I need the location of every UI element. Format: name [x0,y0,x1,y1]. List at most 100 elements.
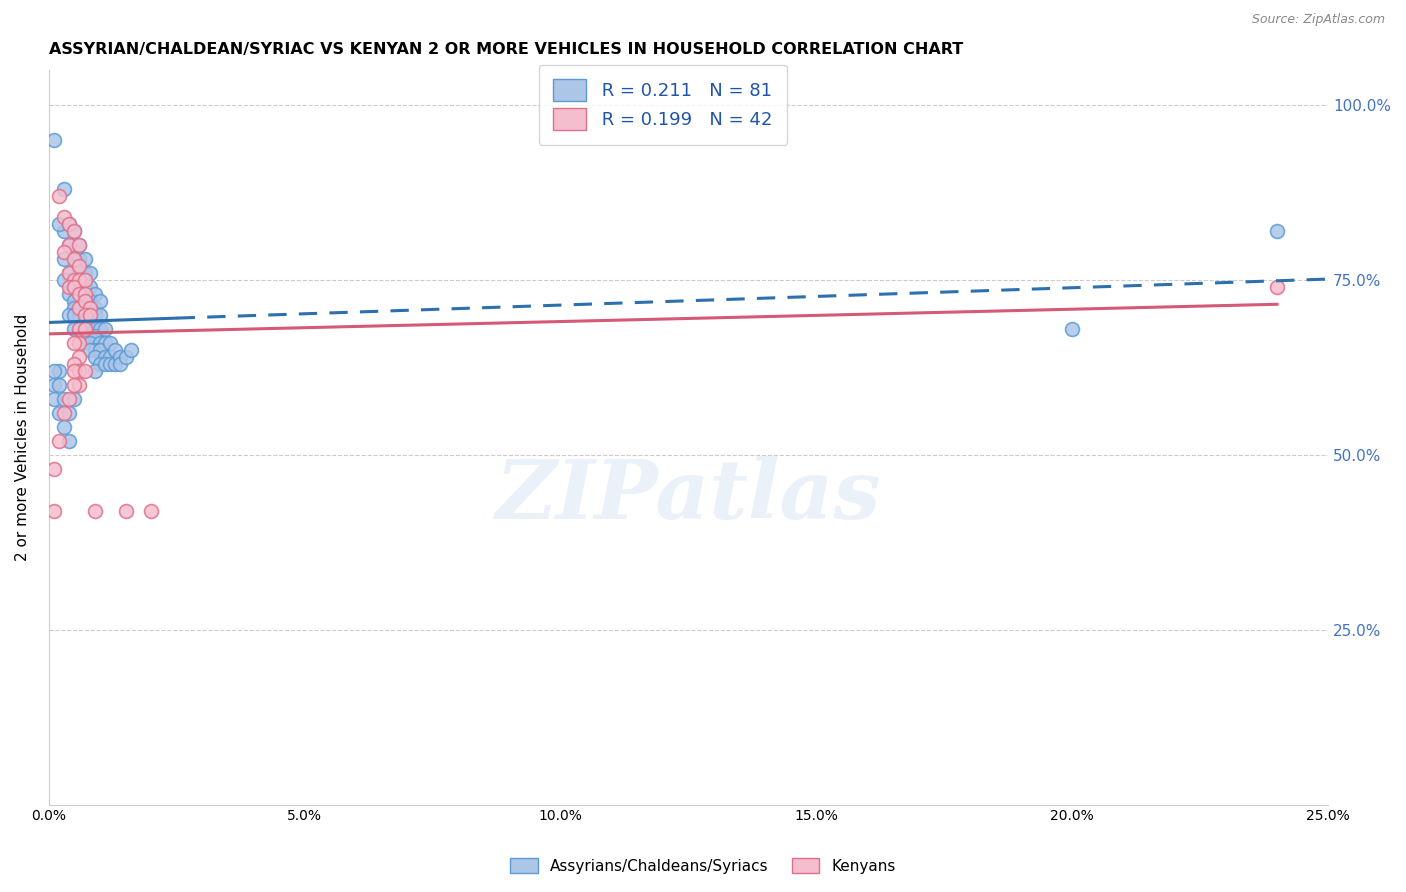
Point [69,350,91,364]
Point [53,245,76,260]
Point [53,392,76,406]
Point [73,329,96,343]
Point [89,357,111,371]
Point [58,406,80,420]
Point [83,504,105,518]
Point [114,504,136,518]
Point [63,294,86,309]
Point [63,392,86,406]
Point [63,364,86,378]
Point [58,217,80,231]
Y-axis label: 2 or more Vehicles in Household: 2 or more Vehicles in Household [15,314,30,561]
Text: ZIPatlas: ZIPatlas [496,457,882,536]
Point [48,378,70,392]
Point [79,308,101,322]
Point [79,343,101,358]
Point [58,266,80,280]
Point [69,336,91,351]
Point [73,308,96,322]
Point [69,252,91,267]
Point [89,322,111,336]
Point [83,329,105,343]
Point [58,238,80,252]
Point [63,280,86,294]
Point [69,301,91,315]
Point [83,287,105,301]
Point [53,406,76,420]
Point [89,336,111,351]
Point [48,364,70,378]
Point [48,406,70,420]
Point [79,315,101,329]
Point [63,378,86,392]
Point [69,301,91,315]
Point [83,350,105,364]
Text: ASSYRIAN/CHALDEAN/SYRIAC VS KENYAN 2 OR MORE VEHICLES IN HOUSEHOLD CORRELATION C: ASSYRIAN/CHALDEAN/SYRIAC VS KENYAN 2 OR … [49,42,963,57]
Point [58,392,80,406]
Point [63,308,86,322]
Point [63,252,86,267]
Point [73,273,96,287]
Point [58,287,80,301]
Point [58,266,80,280]
Point [79,266,101,280]
Text: Source: ZipAtlas.com: Source: ZipAtlas.com [1251,13,1385,27]
Point [53,420,76,434]
Legend:  R = 0.211   N = 81,  R = 0.199   N = 42: R = 0.211 N = 81, R = 0.199 N = 42 [538,65,787,145]
Point [79,294,101,309]
Point [48,434,70,448]
Point [89,294,111,309]
Point [83,364,105,378]
Point [69,308,91,322]
Point [79,301,101,315]
Point [69,322,91,336]
Point [1062,322,1084,336]
Point [69,322,91,336]
Point [69,273,91,287]
Point [69,364,91,378]
Point [58,434,80,448]
Point [94,322,117,336]
Point [42,504,65,518]
Point [120,343,142,358]
Point [1265,280,1288,294]
Point [83,322,105,336]
Point [63,266,86,280]
Point [53,224,76,238]
Point [104,343,127,358]
Point [42,364,65,378]
Point [89,308,111,322]
Point [98,357,121,371]
Point [63,322,86,336]
Point [69,238,91,252]
Point [42,392,65,406]
Point [94,357,117,371]
Point [69,238,91,252]
Point [73,315,96,329]
Point [73,294,96,309]
Point [73,287,96,301]
Point [79,336,101,351]
Point [89,343,111,358]
Point [63,301,86,315]
Point [73,322,96,336]
Point [63,224,86,238]
Point [104,357,127,371]
Point [53,211,76,225]
Point [58,280,80,294]
Point [69,287,91,301]
Point [83,301,105,315]
Point [73,280,96,294]
Point [79,329,101,343]
Point [73,364,96,378]
Point [94,336,117,351]
Point [69,336,91,351]
Point [79,280,101,294]
Point [63,224,86,238]
Point [114,350,136,364]
Point [42,462,65,476]
Point [63,357,86,371]
Point [98,350,121,364]
Point [63,280,86,294]
Point [53,182,76,196]
